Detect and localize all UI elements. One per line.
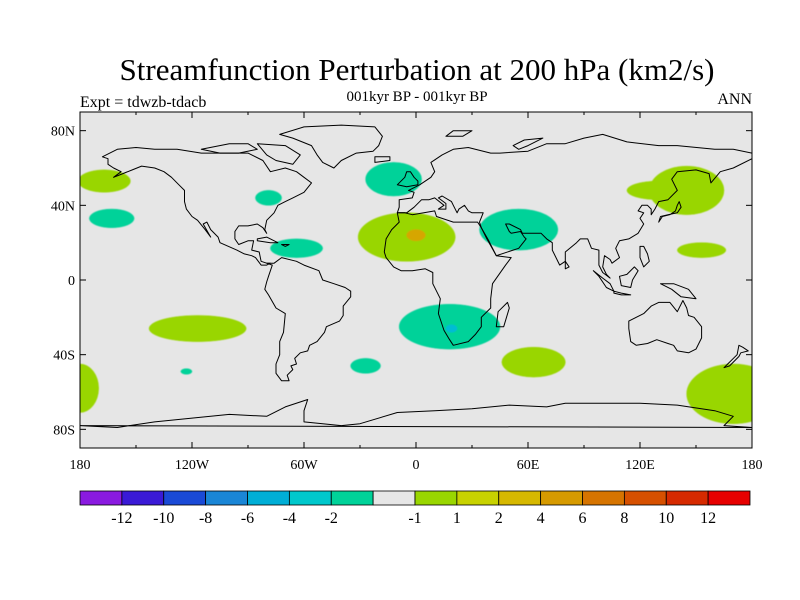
anomaly-region (270, 238, 323, 258)
anomaly-region (479, 208, 559, 251)
anomaly-region (357, 212, 456, 262)
coastline (660, 283, 697, 300)
coastline (256, 143, 301, 165)
colorbar-swatch (79, 490, 123, 506)
coastline (495, 301, 510, 328)
coastline (613, 290, 632, 296)
colorbar-label: 10 (658, 510, 674, 527)
colorbar-label: -2 (325, 510, 338, 527)
colorbar-swatch (247, 490, 290, 506)
map-background (80, 112, 752, 448)
experiment-label: Expt = tdwzb-tdacb (80, 94, 207, 111)
anomaly-region (445, 324, 458, 333)
colorbar-swatch (163, 490, 207, 506)
lat-tick-label: 80N (51, 125, 75, 140)
anomaly-region (686, 363, 752, 424)
colorbar-swatch (623, 490, 667, 506)
colorbar-swatch (582, 490, 625, 506)
coastline (639, 245, 650, 268)
axis-ticks: 180 120W 60W 0 60E 120E 180 80N 40N 0 40S 80S (51, 112, 763, 473)
lat-tick-label: 80S (53, 423, 75, 438)
coastline (279, 124, 383, 169)
anomaly-region (501, 346, 566, 378)
colorbar-label: -6 (241, 510, 254, 527)
map-panel: 180 120W 60W 0 60E 120E 180 80N 40N 0 40S 80S (51, 111, 763, 473)
lat-tick-label: 0 (68, 274, 75, 289)
anomaly-region (350, 358, 381, 374)
lon-tick-label: 0 (413, 458, 420, 473)
map-subtitle: 001kyr BP - 001kyr BP (346, 89, 488, 105)
anomaly-region (255, 190, 282, 206)
coastline (256, 236, 279, 244)
anomaly-region (406, 229, 426, 242)
colorbar-swatch (205, 490, 248, 506)
coastline (396, 171, 419, 188)
colorbar-label: -1 (408, 510, 421, 527)
colorbar-swatch (540, 490, 583, 506)
coastline (200, 143, 258, 154)
coastline (658, 201, 682, 223)
colorbar-label: 1 (453, 510, 461, 527)
coastline (281, 244, 290, 247)
map-title: Streamfunction Perturbation at 200 hPa (… (119, 52, 715, 87)
anomaly-region (180, 368, 193, 375)
colorbar-swatch (121, 490, 165, 506)
colorbar-label: -4 (283, 510, 296, 527)
colorbar-label: -8 (199, 510, 212, 527)
anomaly-region (365, 162, 422, 197)
colorbar-label: 12 (700, 510, 716, 527)
colorbar-label: 2 (495, 510, 503, 527)
coastline (619, 266, 639, 288)
colorbar-label: 4 (537, 510, 545, 527)
lon-tick-label: 60E (517, 458, 540, 473)
anomaly-region (677, 242, 727, 258)
coastline (564, 260, 570, 270)
coastlines (80, 124, 752, 428)
colorbar-swatch (498, 490, 542, 506)
coastline (396, 133, 752, 279)
coastline (445, 130, 473, 137)
coastline (512, 137, 544, 150)
anomaly-region (89, 208, 135, 228)
coastline (723, 344, 749, 369)
lon-tick-label: 60W (290, 458, 318, 473)
lat-tick-label: 40N (51, 199, 75, 214)
colorbar-swatch (456, 490, 500, 506)
colorbar-label: 8 (620, 510, 628, 527)
coastline (374, 156, 391, 163)
coastline (264, 257, 352, 382)
coastline (383, 210, 512, 346)
colorbar-label: -10 (153, 510, 174, 527)
coastline (628, 300, 703, 354)
coastline (101, 147, 312, 266)
coastline (80, 399, 752, 428)
colorbar-swatch (372, 490, 416, 506)
colorbar-swatch (330, 490, 374, 506)
anomaly-contours (80, 162, 752, 424)
colorbar-swatch (288, 490, 332, 506)
lat-tick-label: 40S (53, 349, 75, 364)
lon-tick-label: 180 (742, 458, 763, 473)
colorbar-swatch (665, 490, 709, 506)
season-label: ANN (717, 91, 752, 108)
anomaly-region (626, 180, 691, 200)
colorbar-swatch (707, 490, 751, 506)
colorbar-label: 6 (579, 510, 587, 527)
lon-tick-label: 120E (625, 458, 655, 473)
colorbar-swatch (414, 490, 458, 506)
colorbar: -12 -10 -8 -6 -4 -2 -1 1 2 4 6 8 10 12 (79, 490, 751, 527)
lon-tick-label: 180 (70, 458, 91, 473)
colorbar-label: -12 (111, 510, 132, 527)
anomaly-region (148, 315, 247, 342)
lon-tick-label: 120W (175, 458, 210, 473)
